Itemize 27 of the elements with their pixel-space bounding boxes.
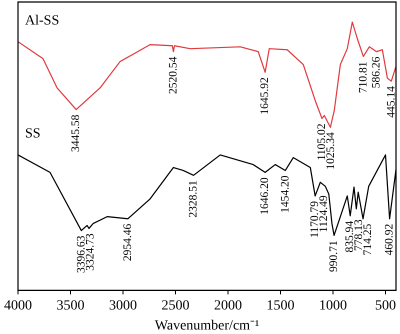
annotation: 445.14 (385, 86, 398, 118)
annotation: 3445.58 (70, 114, 82, 152)
annotation: 460.92 (384, 224, 396, 256)
series-label: SS (25, 126, 41, 142)
annotation: 990.71 (328, 240, 340, 272)
annotation: 714.25 (362, 224, 374, 256)
annotation: 1454.20 (279, 175, 292, 213)
annotation: 1646.20 (259, 177, 272, 215)
annotation: 586.26 (370, 56, 382, 88)
x-tick-label: 1500 (266, 298, 294, 314)
annotation: 2520.54 (167, 56, 180, 94)
x-axis-title: Wavenumber/cm⁻¹ (154, 318, 260, 334)
x-tick-label: 500 (375, 298, 396, 314)
annotation: 2954.46 (122, 224, 134, 262)
annotation: 710.81 (357, 61, 370, 94)
series-label: Al-SS (25, 13, 60, 28)
x-tick-label: 2000 (214, 298, 242, 314)
x-tick-label: 1000 (319, 298, 347, 314)
annotation: 1124.49 (318, 195, 330, 232)
annotation: 2328.51 (188, 180, 200, 218)
x-tick-label: 4000 (4, 298, 32, 314)
x-tick-label: 3000 (109, 298, 137, 314)
annotation: 3324.73 (84, 233, 96, 271)
x-tick-label: 3500 (56, 298, 84, 314)
annotation: 1645.92 (259, 77, 272, 115)
x-tick-label: 2500 (162, 298, 190, 314)
annotation: 1025.34 (324, 132, 337, 170)
